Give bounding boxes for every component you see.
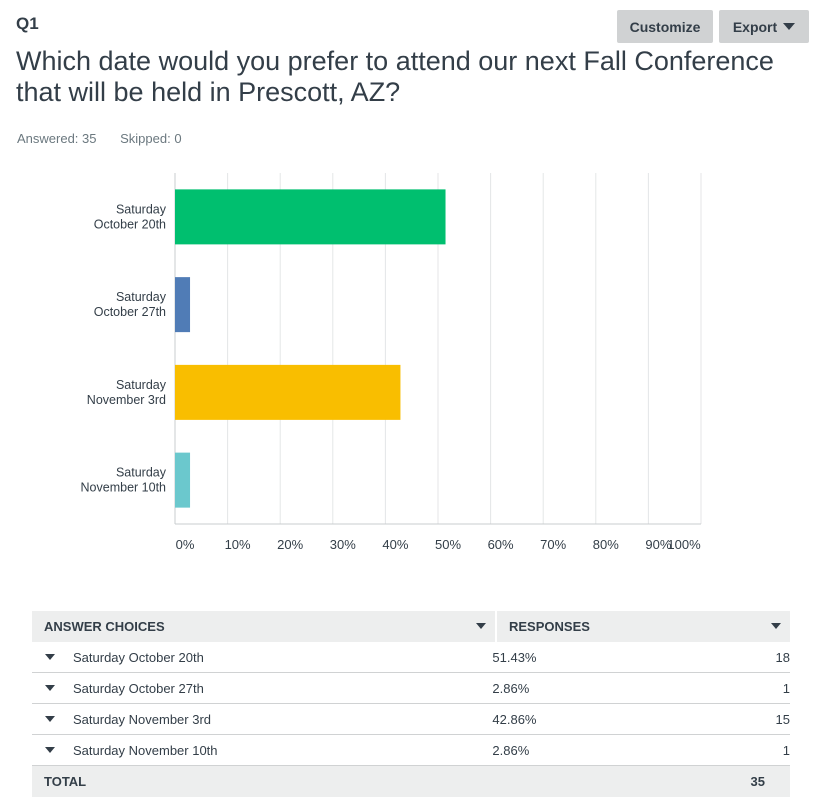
question-title: Which date would you prefer to attend ou… <box>16 46 774 107</box>
total-label: TOTAL <box>44 774 87 789</box>
x-tick-label: 30% <box>330 537 356 552</box>
total-count: 35 <box>750 774 765 789</box>
export-button-label: Export <box>732 18 778 35</box>
table-row: Saturday November 10th 2.86% 1 <box>32 735 790 766</box>
x-tick-label: 20% <box>277 537 303 552</box>
customize-button[interactable]: Customize <box>617 10 713 43</box>
expand-row-icon[interactable] <box>45 654 55 660</box>
x-tick-label: 100% <box>667 537 701 552</box>
category-label: November 10th <box>81 481 167 495</box>
category-label: Saturday <box>116 290 167 304</box>
row-percent: 42.86% <box>492 711 537 727</box>
table-row: Saturday October 27th 2.86% 1 <box>32 673 790 704</box>
x-tick-label: 90% <box>645 537 671 552</box>
row-choice: Saturday October 27th <box>73 680 204 696</box>
row-choice: Saturday November 3rd <box>73 711 212 727</box>
table-header: ANSWER CHOICES RESPONSES <box>32 611 790 642</box>
x-tick-label: 70% <box>540 537 566 552</box>
x-tick-label: 50% <box>435 537 461 552</box>
sort-icon[interactable] <box>771 623 781 629</box>
expand-row-icon[interactable] <box>45 685 55 691</box>
category-label: October 20th <box>94 217 166 231</box>
response-stats: Answered: 35 Skipped: 0 <box>17 131 202 146</box>
customize-button-label: Customize <box>629 18 701 35</box>
bar-chart: 0% 10% 20% 30% 40% 50% 60% 70% 80% 90%100% Saturda… <box>81 173 702 552</box>
responses-header-label: RESPONSES <box>509 619 590 634</box>
expand-row-icon[interactable] <box>45 747 55 753</box>
row-count: 1 <box>782 742 790 758</box>
responses-table: ANSWER CHOICES RESPONSES Saturday Octobe… <box>32 611 790 797</box>
row-count: 1 <box>782 680 790 696</box>
bar[interactable] <box>175 277 191 333</box>
table-row: Saturday November 3rd 42.86% 15 <box>32 704 790 735</box>
row-percent: 51.43% <box>492 649 537 665</box>
table-body: Saturday October 20th 51.43% 18 Saturday Oc… <box>32 642 790 766</box>
x-tick-label: 0% <box>176 537 195 552</box>
row-choice: Saturday November 10th <box>73 742 218 758</box>
responses-header[interactable]: RESPONSES <box>497 611 790 642</box>
skipped-count: Skipped: 0 <box>120 131 182 146</box>
caret-down-icon <box>783 23 796 30</box>
bar[interactable] <box>175 189 446 245</box>
category-label: Saturday <box>116 202 167 216</box>
x-tick-label: 60% <box>488 537 514 552</box>
answered-count: Answered: 35 <box>17 131 97 146</box>
row-count: 15 <box>775 711 790 727</box>
bar[interactable] <box>175 452 191 508</box>
row-choice: Saturday October 20th <box>73 649 204 665</box>
expand-row-icon[interactable] <box>45 716 55 722</box>
row-count: 18 <box>775 649 790 665</box>
export-button[interactable]: Export <box>719 10 809 43</box>
category-label: Saturday <box>116 378 167 392</box>
row-percent: 2.86% <box>492 680 530 696</box>
x-tick-label: 10% <box>225 537 251 552</box>
x-tick-label: 80% <box>593 537 619 552</box>
category-label: November 3rd <box>87 393 166 407</box>
answer-choices-header[interactable]: ANSWER CHOICES <box>32 611 495 642</box>
total-row: TOTAL 35 <box>32 766 790 797</box>
bar[interactable] <box>175 364 401 420</box>
x-tick-label: 40% <box>382 537 408 552</box>
row-percent: 2.86% <box>492 742 530 758</box>
sort-icon[interactable] <box>476 623 486 629</box>
category-label: Saturday <box>116 466 167 480</box>
category-label: October 27th <box>94 305 166 319</box>
table-row: Saturday October 20th 51.43% 18 <box>32 642 790 673</box>
question-number: Q1 <box>16 14 39 33</box>
answer-choices-header-label: ANSWER CHOICES <box>44 619 165 634</box>
